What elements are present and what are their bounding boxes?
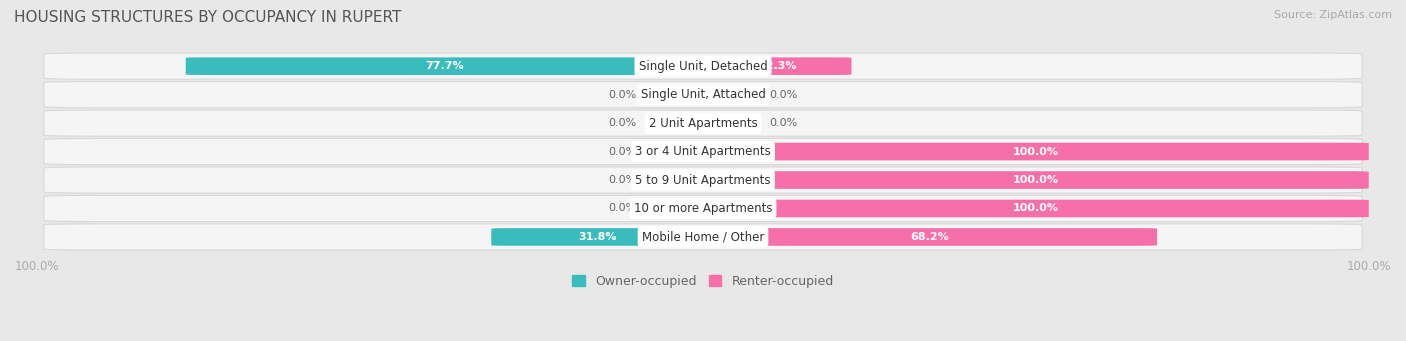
FancyBboxPatch shape — [44, 167, 1362, 193]
Text: 3 or 4 Unit Apartments: 3 or 4 Unit Apartments — [636, 145, 770, 158]
FancyBboxPatch shape — [44, 138, 1362, 165]
Text: 31.8%: 31.8% — [578, 232, 616, 242]
FancyBboxPatch shape — [650, 171, 703, 189]
FancyBboxPatch shape — [44, 53, 1362, 79]
FancyBboxPatch shape — [491, 228, 703, 246]
FancyBboxPatch shape — [703, 114, 756, 132]
FancyBboxPatch shape — [186, 57, 703, 75]
Text: 0.0%: 0.0% — [609, 90, 637, 100]
FancyBboxPatch shape — [650, 200, 703, 217]
Text: 100.0%: 100.0% — [1012, 147, 1059, 157]
Text: HOUSING STRUCTURES BY OCCUPANCY IN RUPERT: HOUSING STRUCTURES BY OCCUPANCY IN RUPER… — [14, 10, 402, 25]
FancyBboxPatch shape — [44, 110, 1362, 136]
FancyBboxPatch shape — [650, 86, 703, 103]
Text: 0.0%: 0.0% — [609, 147, 637, 157]
FancyBboxPatch shape — [703, 86, 756, 103]
Text: Source: ZipAtlas.com: Source: ZipAtlas.com — [1274, 10, 1392, 20]
Text: 100.0%: 100.0% — [1012, 204, 1059, 213]
Text: 2 Unit Apartments: 2 Unit Apartments — [648, 117, 758, 130]
FancyBboxPatch shape — [650, 143, 703, 160]
Text: 68.2%: 68.2% — [911, 232, 949, 242]
FancyBboxPatch shape — [703, 228, 1157, 246]
Legend: Owner-occupied, Renter-occupied: Owner-occupied, Renter-occupied — [568, 270, 838, 293]
FancyBboxPatch shape — [703, 143, 1369, 160]
FancyBboxPatch shape — [44, 224, 1362, 250]
Text: 0.0%: 0.0% — [609, 204, 637, 213]
Text: 10 or more Apartments: 10 or more Apartments — [634, 202, 772, 215]
Text: 77.7%: 77.7% — [425, 61, 464, 71]
Text: 0.0%: 0.0% — [769, 118, 797, 128]
FancyBboxPatch shape — [44, 195, 1362, 222]
FancyBboxPatch shape — [650, 114, 703, 132]
Text: 5 to 9 Unit Apartments: 5 to 9 Unit Apartments — [636, 174, 770, 187]
FancyBboxPatch shape — [703, 57, 852, 75]
Text: 0.0%: 0.0% — [609, 118, 637, 128]
Text: 0.0%: 0.0% — [769, 90, 797, 100]
Text: Single Unit, Attached: Single Unit, Attached — [641, 88, 765, 101]
Text: Mobile Home / Other: Mobile Home / Other — [641, 231, 765, 243]
Text: 100.0%: 100.0% — [1012, 175, 1059, 185]
FancyBboxPatch shape — [703, 171, 1369, 189]
FancyBboxPatch shape — [44, 81, 1362, 108]
FancyBboxPatch shape — [703, 200, 1369, 217]
Text: 22.3%: 22.3% — [758, 61, 796, 71]
Text: Single Unit, Detached: Single Unit, Detached — [638, 60, 768, 73]
Text: 0.0%: 0.0% — [609, 175, 637, 185]
